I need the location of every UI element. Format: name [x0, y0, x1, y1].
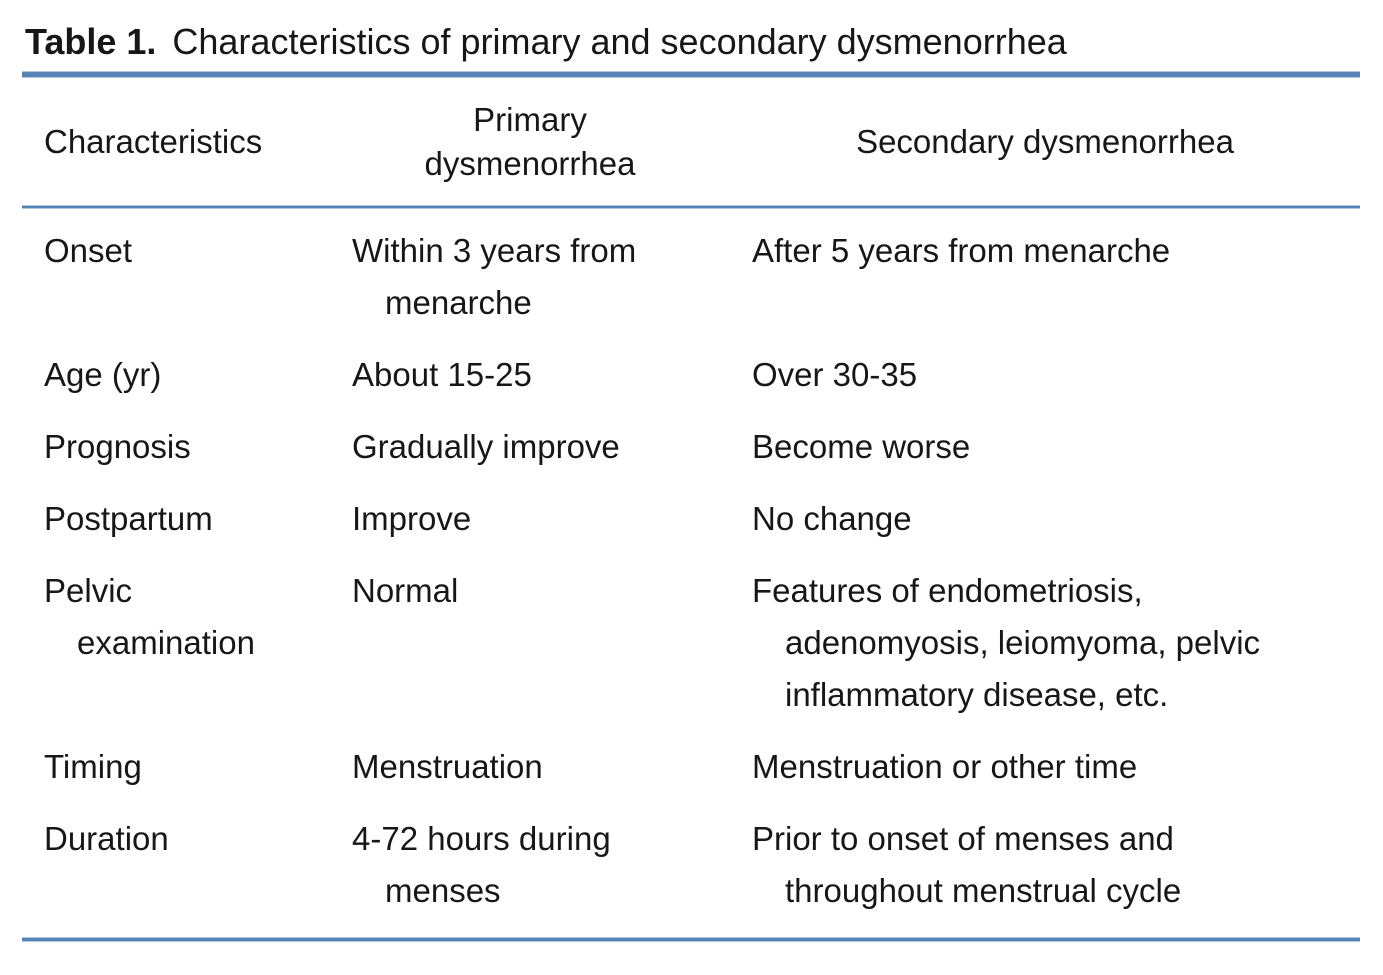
primary-dysmenorrhea-cell: Normal — [330, 565, 730, 741]
column-header-characteristics: Characteristics — [22, 78, 330, 205]
cell-line: Duration — [44, 820, 169, 857]
primary-dysmenorrhea-cell: About 15-25 — [330, 349, 730, 421]
row-label-cell: Postpartum — [22, 493, 330, 565]
cell-line: Over 30-35 — [752, 356, 918, 393]
bottom-rule — [22, 937, 1360, 942]
secondary-dysmenorrhea-cell: No change — [730, 493, 1360, 565]
column-header-label: Characteristics — [44, 122, 263, 160]
characteristics-table: Characteristics Primary dysmenorrhea Sec… — [22, 78, 1360, 942]
cell-line: inflammatory disease, etc. — [785, 676, 1169, 713]
cell-line: Menstruation — [352, 748, 543, 785]
cell-line: Gradually improve — [352, 428, 620, 465]
primary-dysmenorrhea-cell: Improve — [330, 493, 730, 565]
table-number: Table 1. — [25, 21, 157, 62]
cell-line: After 5 years from menarche — [752, 232, 1171, 269]
row-label-cell: Duration — [22, 813, 330, 937]
cell-line: throughout menstrual cycle — [785, 872, 1182, 909]
secondary-dysmenorrhea-cell: Become worse — [730, 421, 1360, 493]
cell-line: 4-72 hours during — [352, 820, 611, 857]
secondary-dysmenorrhea-cell: After 5 years from menarche — [730, 209, 1360, 349]
cell-line: adenomyosis, leiomyoma, pelvic — [785, 624, 1261, 661]
row-label-cell: Onset — [22, 209, 330, 349]
row-label-cell: Pelvic examination — [22, 565, 330, 741]
cell-line: No change — [752, 500, 912, 537]
column-header-label: Secondary dysmenorrhea — [856, 122, 1234, 160]
cell-line: Pelvic — [44, 572, 133, 609]
cell-line: Timing — [44, 748, 142, 785]
cell-line: Menstruation or other time — [752, 748, 1138, 785]
table-caption: Characteristics of primary and secondary… — [172, 21, 1067, 62]
cell-line: Within 3 years from — [352, 232, 637, 269]
column-header-primary: Primary dysmenorrhea — [330, 78, 730, 205]
cell-line: Become worse — [752, 428, 971, 465]
row-label-cell: Timing — [22, 741, 330, 813]
column-header-label: Primary dysmenorrhea — [424, 100, 636, 182]
secondary-dysmenorrhea-cell: Over 30-35 — [730, 349, 1360, 421]
cell-line: examination — [77, 624, 255, 661]
cell-line: Onset — [44, 232, 133, 269]
table-title: Table 1. Characteristics of primary and s… — [0, 0, 1383, 71]
cell-line: Features of endometriosis, — [752, 572, 1143, 609]
cell-line: Postpartum — [44, 500, 213, 537]
row-label-cell: Age (yr) — [22, 349, 330, 421]
header-rule — [22, 205, 1360, 209]
top-rule — [22, 71, 1360, 78]
cell-line: Normal — [352, 572, 459, 609]
cell-line: Prior to onset of menses and — [752, 820, 1174, 857]
cell-line: menarche — [385, 284, 532, 321]
cell-line: menses — [385, 872, 501, 909]
primary-dysmenorrhea-cell: Menstruation — [330, 741, 730, 813]
secondary-dysmenorrhea-cell: Menstruation or other time — [730, 741, 1360, 813]
primary-dysmenorrhea-cell: 4-72 hours during menses — [330, 813, 730, 937]
primary-dysmenorrhea-cell: Gradually improve — [330, 421, 730, 493]
cell-line: About 15-25 — [352, 356, 532, 393]
secondary-dysmenorrhea-cell: Prior to onset of menses and throughout m… — [730, 813, 1360, 937]
cell-line: Age (yr) — [44, 356, 162, 393]
row-label-cell: Prognosis — [22, 421, 330, 493]
cell-line: Improve — [352, 500, 472, 537]
column-header-secondary: Secondary dysmenorrhea — [730, 78, 1360, 205]
secondary-dysmenorrhea-cell: Features of endometriosis, adenomyosis, l… — [730, 565, 1360, 741]
primary-dysmenorrhea-cell: Within 3 years from menarche — [330, 209, 730, 349]
cell-line: Prognosis — [44, 428, 191, 465]
